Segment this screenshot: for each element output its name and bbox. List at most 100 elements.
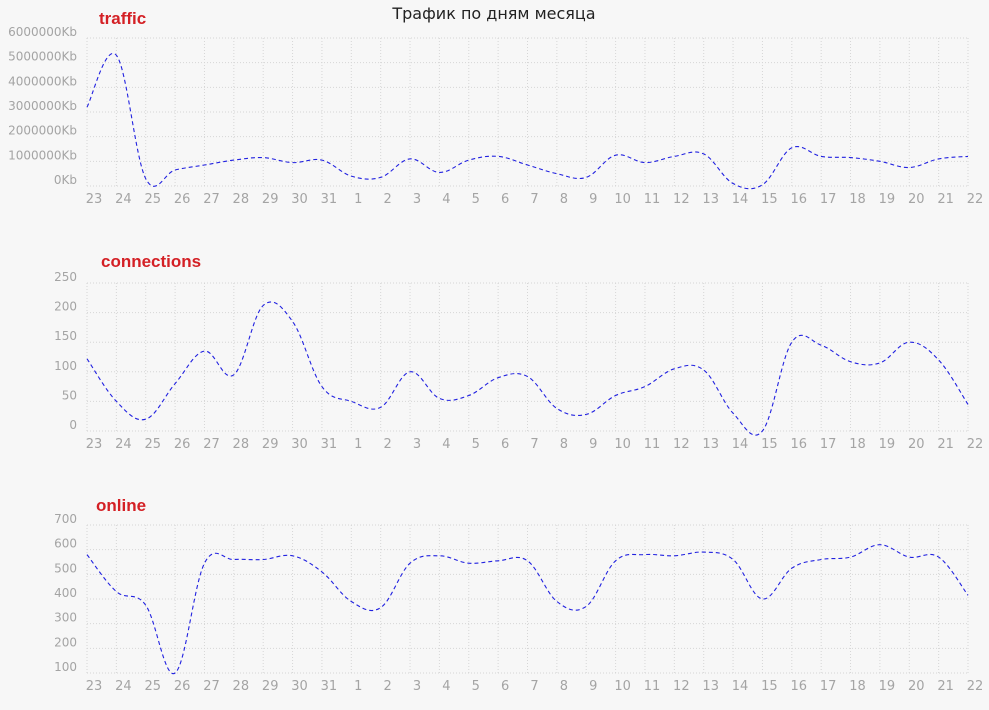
y-tick-label: 200	[54, 300, 77, 314]
x-tick-label: 8	[560, 679, 568, 694]
y-tick-label: 5000000Kb	[8, 50, 77, 64]
x-tick-label: 22	[967, 437, 984, 452]
x-tick-label: 20	[908, 679, 925, 694]
y-tick-label: 100	[54, 359, 77, 373]
x-tick-label: 31	[321, 679, 338, 694]
x-tick-label: 18	[849, 192, 866, 207]
x-tick-label: 27	[203, 679, 220, 694]
y-tick-label: 300	[54, 611, 77, 625]
x-tick-label: 20	[908, 437, 925, 452]
x-tick-label: 26	[174, 192, 191, 207]
x-tick-label: 17	[820, 437, 837, 452]
x-tick-label: 12	[673, 679, 690, 694]
x-tick-label: 14	[732, 679, 749, 694]
x-tick-label: 15	[761, 679, 778, 694]
x-tick-label: 19	[879, 437, 896, 452]
x-tick-label: 28	[233, 437, 250, 452]
y-tick-label: 400	[54, 586, 77, 600]
x-tick-label: 30	[291, 192, 308, 207]
chart-title: traffic	[99, 9, 146, 28]
x-tick-label: 26	[174, 679, 191, 694]
x-tick-label: 15	[761, 437, 778, 452]
x-tick-label: 16	[791, 679, 808, 694]
x-tick-label: 26	[174, 437, 191, 452]
x-tick-label: 8	[560, 437, 568, 452]
x-tick-label: 3	[413, 679, 421, 694]
x-tick-label: 29	[262, 192, 279, 207]
y-tick-label: 1000000Kb	[8, 148, 77, 162]
x-tick-label: 12	[673, 437, 690, 452]
x-tick-label: 1	[354, 437, 362, 452]
y-tick-label: 700	[54, 512, 77, 526]
x-tick-label: 6	[501, 192, 509, 207]
x-tick-label: 4	[442, 437, 450, 452]
x-tick-label: 20	[908, 192, 925, 207]
x-tick-label: 6	[501, 437, 509, 452]
x-tick-label: 27	[203, 192, 220, 207]
y-tick-label: 100	[54, 660, 77, 674]
x-tick-label: 19	[879, 679, 896, 694]
y-tick-label: 600	[54, 537, 77, 551]
x-tick-label: 4	[442, 192, 450, 207]
x-tick-label: 10	[614, 192, 631, 207]
x-tick-label: 13	[702, 192, 719, 207]
x-tick-label: 2	[384, 437, 392, 452]
x-tick-label: 29	[262, 679, 279, 694]
x-tick-label: 16	[791, 192, 808, 207]
y-tick-label: 500	[54, 561, 77, 575]
x-tick-label: 31	[321, 192, 338, 207]
y-tick-label: 2000000Kb	[8, 124, 77, 138]
x-tick-label: 3	[413, 192, 421, 207]
x-tick-label: 7	[530, 679, 538, 694]
x-tick-label: 24	[115, 192, 132, 207]
x-tick-label: 1	[354, 679, 362, 694]
x-tick-label: 8	[560, 192, 568, 207]
x-tick-label: 2	[384, 679, 392, 694]
x-tick-label: 10	[614, 437, 631, 452]
x-tick-label: 11	[644, 192, 661, 207]
x-tick-label: 18	[849, 437, 866, 452]
x-tick-label: 17	[820, 679, 837, 694]
chart-title: online	[96, 496, 146, 515]
x-tick-label: 23	[86, 437, 103, 452]
x-tick-label: 21	[937, 679, 954, 694]
x-tick-label: 11	[644, 437, 661, 452]
y-tick-label: 4000000Kb	[8, 74, 77, 88]
y-tick-label: 0	[69, 418, 77, 432]
x-tick-label: 30	[291, 437, 308, 452]
y-tick-label: 6000000Kb	[8, 25, 77, 39]
x-tick-label: 18	[849, 679, 866, 694]
x-tick-label: 7	[530, 192, 538, 207]
page-title: Трафик по дням месяца	[391, 4, 595, 23]
y-tick-label: 0Kb	[54, 173, 77, 187]
x-tick-label: 4	[442, 679, 450, 694]
x-tick-label: 13	[702, 437, 719, 452]
x-tick-label: 7	[530, 437, 538, 452]
x-tick-label: 27	[203, 437, 220, 452]
series-line	[86, 301, 969, 436]
x-tick-label: 31	[321, 437, 338, 452]
x-tick-label: 25	[144, 192, 161, 207]
x-tick-label: 17	[820, 192, 837, 207]
x-tick-label: 15	[761, 192, 778, 207]
x-tick-label: 29	[262, 437, 279, 452]
x-tick-label: 24	[115, 679, 132, 694]
x-tick-label: 2	[384, 192, 392, 207]
x-tick-label: 9	[589, 192, 597, 207]
x-tick-label: 5	[472, 437, 480, 452]
y-tick-label: 3000000Kb	[8, 99, 77, 113]
x-tick-label: 12	[673, 192, 690, 207]
series-line	[86, 52, 969, 190]
x-tick-label: 25	[144, 679, 161, 694]
y-tick-label: 150	[54, 329, 77, 343]
x-tick-label: 22	[967, 679, 984, 694]
x-tick-label: 19	[879, 192, 896, 207]
x-tick-label: 23	[86, 192, 103, 207]
x-tick-label: 16	[791, 437, 808, 452]
x-tick-label: 6	[501, 679, 509, 694]
x-tick-label: 21	[937, 437, 954, 452]
x-tick-label: 11	[644, 679, 661, 694]
